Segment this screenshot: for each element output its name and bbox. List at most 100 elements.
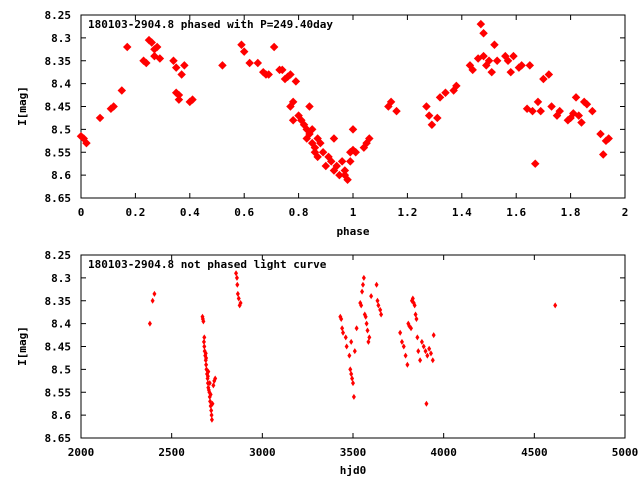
data-point <box>492 56 502 65</box>
data-point <box>208 391 213 398</box>
data-point <box>150 297 155 304</box>
data-point <box>348 366 353 373</box>
data-point <box>142 58 151 68</box>
x-tick-label: 5000 <box>612 446 639 459</box>
y-tick-label: 8.45 <box>45 101 72 114</box>
y-tick-label: 8.65 <box>45 432 72 445</box>
data-point <box>316 138 325 148</box>
data-point <box>596 129 605 139</box>
data-point <box>386 97 396 107</box>
data-point <box>366 338 371 345</box>
data-point <box>484 56 494 65</box>
data-point <box>365 134 374 143</box>
y-tick-label: 8.4 <box>51 318 71 331</box>
y-axis-label: I[mag] <box>16 326 29 366</box>
data-point <box>376 302 381 309</box>
data-point <box>188 95 197 104</box>
data-point <box>95 113 105 123</box>
data-point <box>428 350 433 357</box>
data-point <box>424 400 429 407</box>
data-point <box>239 47 249 56</box>
data-point <box>264 70 273 79</box>
data-point <box>360 288 365 295</box>
data-point <box>147 320 152 327</box>
y-tick-label: 8.55 <box>45 146 72 159</box>
x-tick-label: 1 <box>350 206 357 219</box>
x-tick-label: 0.8 <box>289 206 309 219</box>
data-point <box>468 65 477 75</box>
data-point <box>547 102 556 111</box>
data-point <box>348 125 358 134</box>
data-point <box>122 42 132 52</box>
data-point <box>177 70 186 79</box>
data-point <box>234 270 239 277</box>
y-axis-label: I[mag] <box>16 86 29 126</box>
data-point <box>409 325 414 332</box>
data-point <box>343 175 352 184</box>
data-point <box>332 161 341 171</box>
data-point <box>340 325 345 332</box>
x-tick-label: 4500 <box>521 446 548 459</box>
data-point <box>392 106 401 116</box>
x-tick-label: 0 <box>78 206 85 219</box>
data-point <box>359 302 364 309</box>
data-point <box>533 97 543 107</box>
data-point <box>441 88 450 98</box>
data-point <box>335 170 344 180</box>
data-point <box>360 281 365 288</box>
data-point <box>209 412 214 419</box>
data-point <box>152 290 157 297</box>
data-point <box>452 81 461 91</box>
data-point <box>398 329 403 336</box>
data-point <box>588 106 597 116</box>
data-point <box>352 348 357 355</box>
x-tick-label: 2000 <box>68 446 95 459</box>
y-tick-label: 8.45 <box>45 341 72 354</box>
data-point <box>339 316 344 323</box>
x-tick-label: 1.2 <box>397 206 417 219</box>
data-point <box>117 86 127 95</box>
data-point <box>286 70 295 79</box>
data-point <box>415 334 420 341</box>
data-point <box>375 297 380 304</box>
x-tick-label: 0.2 <box>125 206 145 219</box>
x-tick-label: 3500 <box>340 446 367 459</box>
y-tick-label: 8.35 <box>45 295 72 308</box>
y-tick-label: 8.55 <box>45 386 72 399</box>
data-point <box>326 157 336 166</box>
data-point <box>378 306 383 313</box>
data-point <box>202 334 207 341</box>
data-point <box>479 51 488 61</box>
data-point <box>341 329 346 336</box>
data-point <box>430 357 435 364</box>
data-point <box>414 316 419 323</box>
data-point <box>305 102 314 111</box>
data-point <box>253 58 263 68</box>
data-point <box>288 97 298 107</box>
data-point <box>598 150 608 159</box>
data-point <box>169 56 178 65</box>
data-point <box>344 343 349 350</box>
data-point <box>364 320 369 327</box>
data-point <box>536 106 545 116</box>
data-point <box>171 63 181 72</box>
data-point <box>238 300 243 307</box>
data-point <box>349 338 354 345</box>
y-tick-label: 8.5 <box>51 123 71 136</box>
data-point <box>425 352 430 359</box>
x-tick-label: 1.4 <box>452 206 472 219</box>
x-axis-label: hjd0 <box>340 464 367 477</box>
data-point <box>530 159 540 168</box>
data-point <box>421 343 426 350</box>
data-point <box>155 54 165 63</box>
data-point <box>354 325 359 332</box>
data-point <box>288 115 298 125</box>
data-point <box>476 19 486 29</box>
data-point <box>571 93 581 102</box>
y-tick-label: 8.25 <box>45 249 72 262</box>
data-point <box>403 352 408 359</box>
data-point <box>152 42 162 52</box>
data-point <box>351 148 360 157</box>
y-tick-label: 8.65 <box>45 192 72 205</box>
